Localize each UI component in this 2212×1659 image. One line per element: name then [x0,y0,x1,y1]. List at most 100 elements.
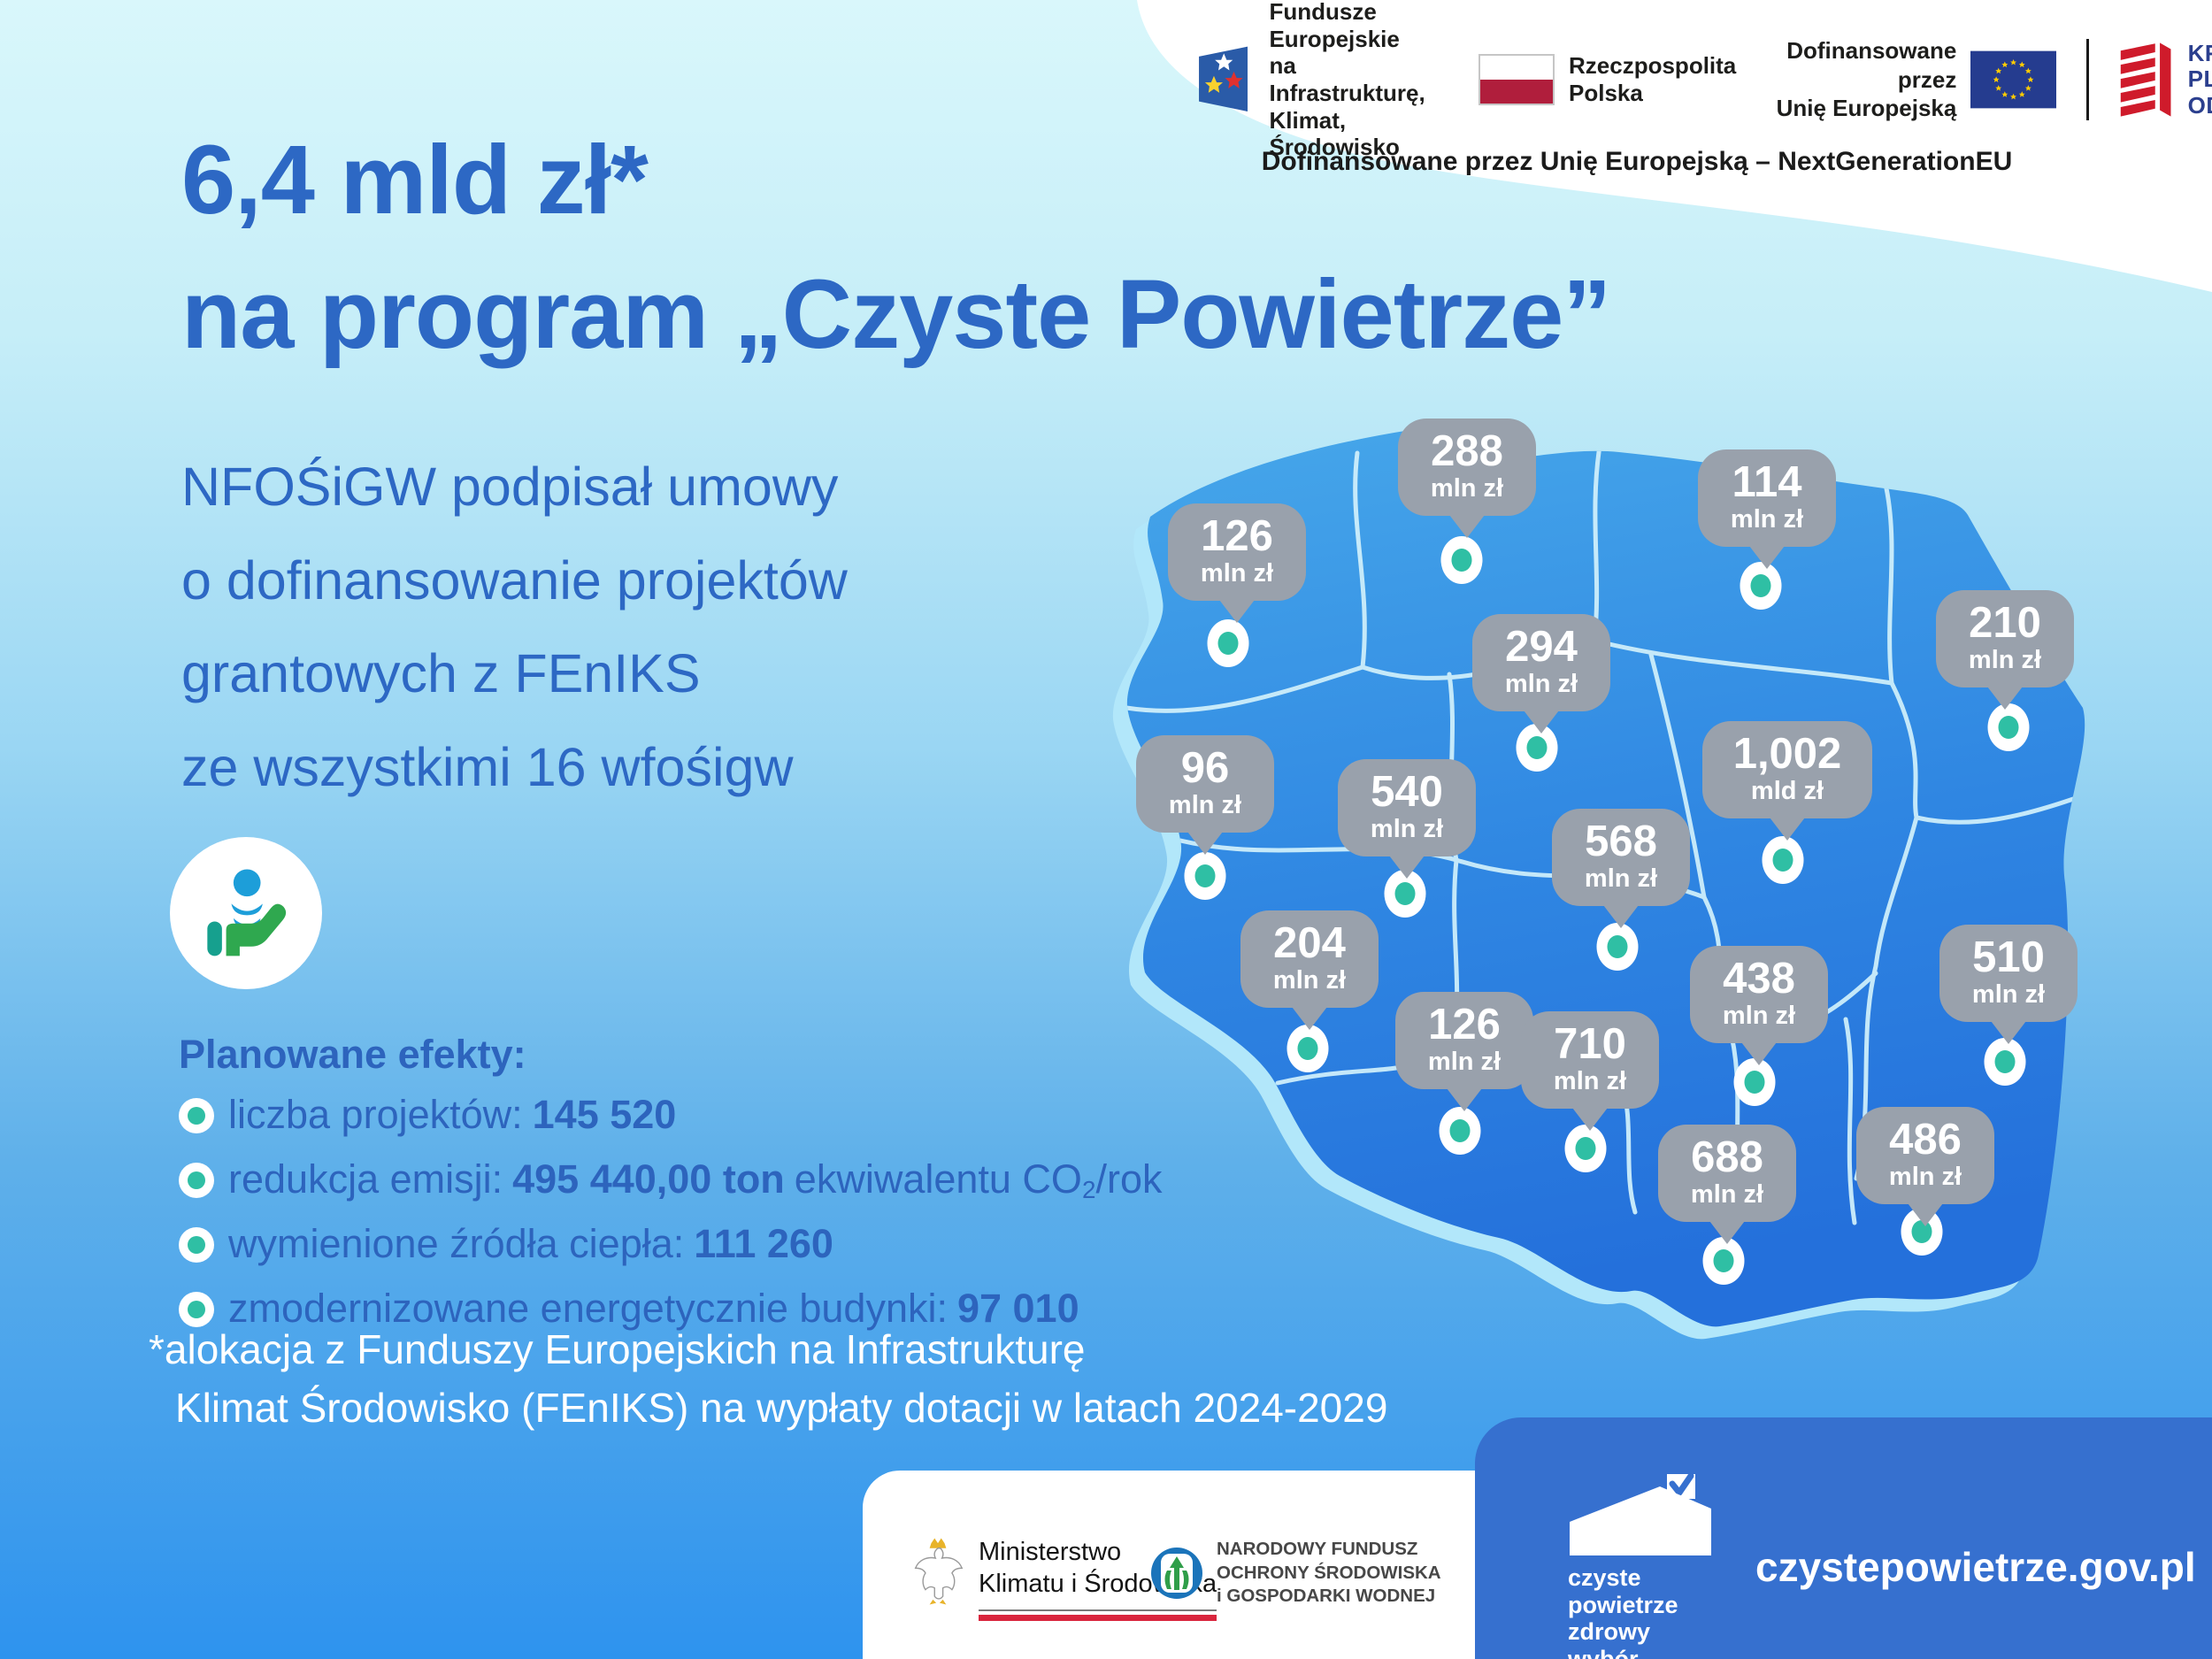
bubble-unit: mln zł [1272,965,1347,995]
subtitle-line: grantowych z FEnIKS [181,643,701,704]
bubble-tail [1739,1039,1779,1066]
map-value-bubble: 568 mln zł [1552,809,1690,929]
effect-suffix-post: /rok [1095,1156,1163,1202]
bubble-value: 568 [1585,818,1657,865]
kpo-line: ODBUDOWY [2187,91,2212,119]
ministry-line: Ministerstwo [979,1538,1122,1566]
bubble-value: 510 [1972,933,2045,981]
nfosigw-tree-icon [1151,1547,1202,1599]
bubble-value: 126 [1201,512,1273,560]
bubble-tail [1386,852,1427,879]
czyste-line: czyste powietrze [1568,1564,1678,1618]
czyste-powietrze-logo: czyste powietrze zdrowy wybór [1568,1472,1711,1659]
page-title: 6,4 mld zł* na program „Czyste Powietrze… [181,113,1611,382]
location-dot-icon [1564,1125,1607,1172]
map-value-bubble: 114 mln zł [1698,449,1836,570]
nfosigw-label: NARODOWY FUNDUSZ OCHRONY ŚRODOWISKA i GO… [1217,1538,1441,1609]
bubble-value: 540 [1371,768,1443,816]
map-value-bubble: 710 mln zł [1521,1011,1659,1132]
effect-value: 111 260 [694,1221,833,1267]
czyste-powietrze-label: czyste powietrze zdrowy wybór [1568,1564,1711,1659]
eu-flag-icon [1970,50,2057,109]
bubble-unit: mln zł [1722,1001,1796,1030]
flag-white-stripe [1480,56,1554,80]
effect-value: 495 440,00 ton [512,1156,785,1202]
bullet-icon [179,1227,214,1263]
effect-label: redukcja emisji: [228,1156,503,1202]
bubble-tail [1747,542,1787,570]
bullet-icon [179,1163,214,1199]
bubble-tail [1217,596,1257,624]
bubble-value: 210 [1969,599,2041,647]
eu-nextgeneration-note: Dofinansowane przez Unię Europejską – Ne… [1261,147,2013,176]
map-value-bubble: 294 mln zł [1472,614,1610,734]
location-dot-icon [1440,536,1483,584]
map-value-bubble: 96 mln zł [1136,735,1274,856]
map-value-bubble: 540 mln zł [1338,759,1476,879]
kpo-building-icon [2120,42,2171,117]
location-dot-icon [1987,703,2030,751]
bubble-unit: mln zł [1504,669,1578,698]
location-dot-icon [1439,1107,1481,1155]
map-value-bubble: 210 mln zł [1936,590,2074,710]
footnote-line-1: *alokacja z Funduszy Europejskich na Inf… [149,1326,1086,1372]
bubble-value: 438 [1723,955,1795,1002]
footnote-line-2: Klimat Środowisko (FEnIKS) na wypłaty do… [175,1385,1388,1432]
effect-value: 97 010 [956,1286,1079,1332]
bubble-tail [1185,828,1225,856]
ministry-underline-grey [979,1609,1217,1611]
poland-line: Polska [1569,80,1643,106]
bullet-icon [179,1098,214,1134]
bubble-value: 688 [1691,1133,1763,1181]
subtitle-line: ze wszystkimi 16 wfośigw [181,736,794,797]
bubble-tail [1289,1003,1330,1031]
eu-funds-label: Fundusze Europejskie na Infrastrukturę, … [1269,0,1448,161]
title-line-1: 6,4 mld zł* [181,126,649,234]
hand-receiving-coins-icon [207,869,287,956]
subtitle-line: o dofinansowanie projektów [181,549,848,611]
czyste-line: zdrowy wybór [1568,1618,1651,1659]
subtitle-line: NFOŚiGW podpisał umowy [181,457,839,517]
logo-divider [2086,39,2089,120]
bubble-unit: mln zł [1553,1066,1627,1095]
effect-text: wymienione źródła ciepła: 111 260 [228,1221,843,1269]
map-value-bubble: 126 mln zł [1395,992,1533,1112]
bubble-tail [1601,902,1641,929]
nfosigw-line: i GOSPODARKI WODNEJ [1217,1586,1436,1607]
location-dot-icon [1184,852,1226,900]
bubble-unit: mln zł [1968,645,2042,674]
map-value-bubble: 126 mln zł [1168,503,1306,624]
bubble-unit: mln zł [1584,864,1658,893]
bubble-tail [1521,707,1562,734]
location-dot-icon [1740,562,1782,610]
location-dot-icon [1286,1025,1329,1072]
ministry-underline-red [979,1614,1217,1621]
eu-funds-flag-icon [1199,46,1248,111]
bubble-value: 288 [1431,427,1503,475]
bubble-unit: mln zł [1888,1162,1962,1191]
effect-suffix-sub: 2 [1081,1176,1096,1204]
kpo-line: PLAN [2187,65,2212,93]
effect-suffix: ekwiwalentu CO [794,1156,1082,1202]
eu-funding-logo: Dofinansowane przez Unię Europejską [1766,36,2057,123]
bubble-unit: mln zł [1200,558,1274,588]
eu-funding-label: Dofinansowane przez Unię Europejską [1766,36,1957,123]
eu-funding-line: Dofinansowane przez [1786,37,1957,93]
bubble-tail [1570,1104,1610,1132]
bubble-unit: mln zł [1730,504,1804,534]
effect-value: 145 520 [532,1092,677,1137]
bubble-unit: mln zł [1370,814,1444,843]
flag-red-stripe [1480,80,1554,104]
nfosigw-line: NARODOWY FUNDUSZ [1217,1539,1418,1559]
white-wave-shape [1137,0,2212,292]
map-value-bubble: 288 mln zł [1398,419,1536,539]
title-line-2: na program „Czyste Powietrze” [181,259,1611,369]
bubble-tail [1767,814,1808,841]
effect-label: wymienione źródła ciepła: [228,1221,685,1267]
footnote: *alokacja z Funduszy Europejskich na Inf… [149,1320,1387,1437]
map-value-bubble: 486 mln zł [1856,1107,1994,1227]
map-value-bubble: 438 mln zł [1690,946,1828,1066]
bubble-value: 126 [1428,1001,1501,1048]
poland-label: Rzeczpospolita Polska [1569,52,1736,106]
bubble-value: 486 [1889,1116,1962,1164]
